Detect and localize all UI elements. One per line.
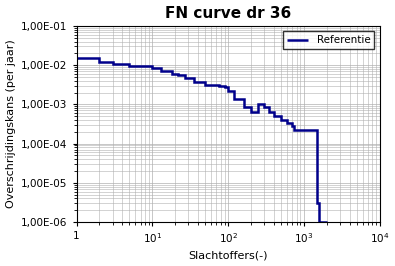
Referentie (292, 128, 297, 132)
Referentie (267, 110, 272, 113)
Referentie (74, 57, 79, 60)
X-axis label: Slachtoffers(-): Slachtoffers(-) (188, 251, 268, 260)
Referentie (176, 72, 181, 76)
Referentie (279, 118, 284, 122)
Legend: Referentie: Referentie (283, 31, 374, 49)
Referentie (324, 221, 329, 224)
Line: Referentie: Referentie (77, 58, 327, 222)
Title: FN curve dr 36: FN curve dr 36 (165, 6, 291, 20)
Referentie (315, 202, 320, 205)
Referentie (317, 221, 322, 224)
Referentie (176, 74, 181, 77)
Y-axis label: Overschrijdingskans (per jaar): Overschrijdingskans (per jaar) (6, 40, 15, 208)
